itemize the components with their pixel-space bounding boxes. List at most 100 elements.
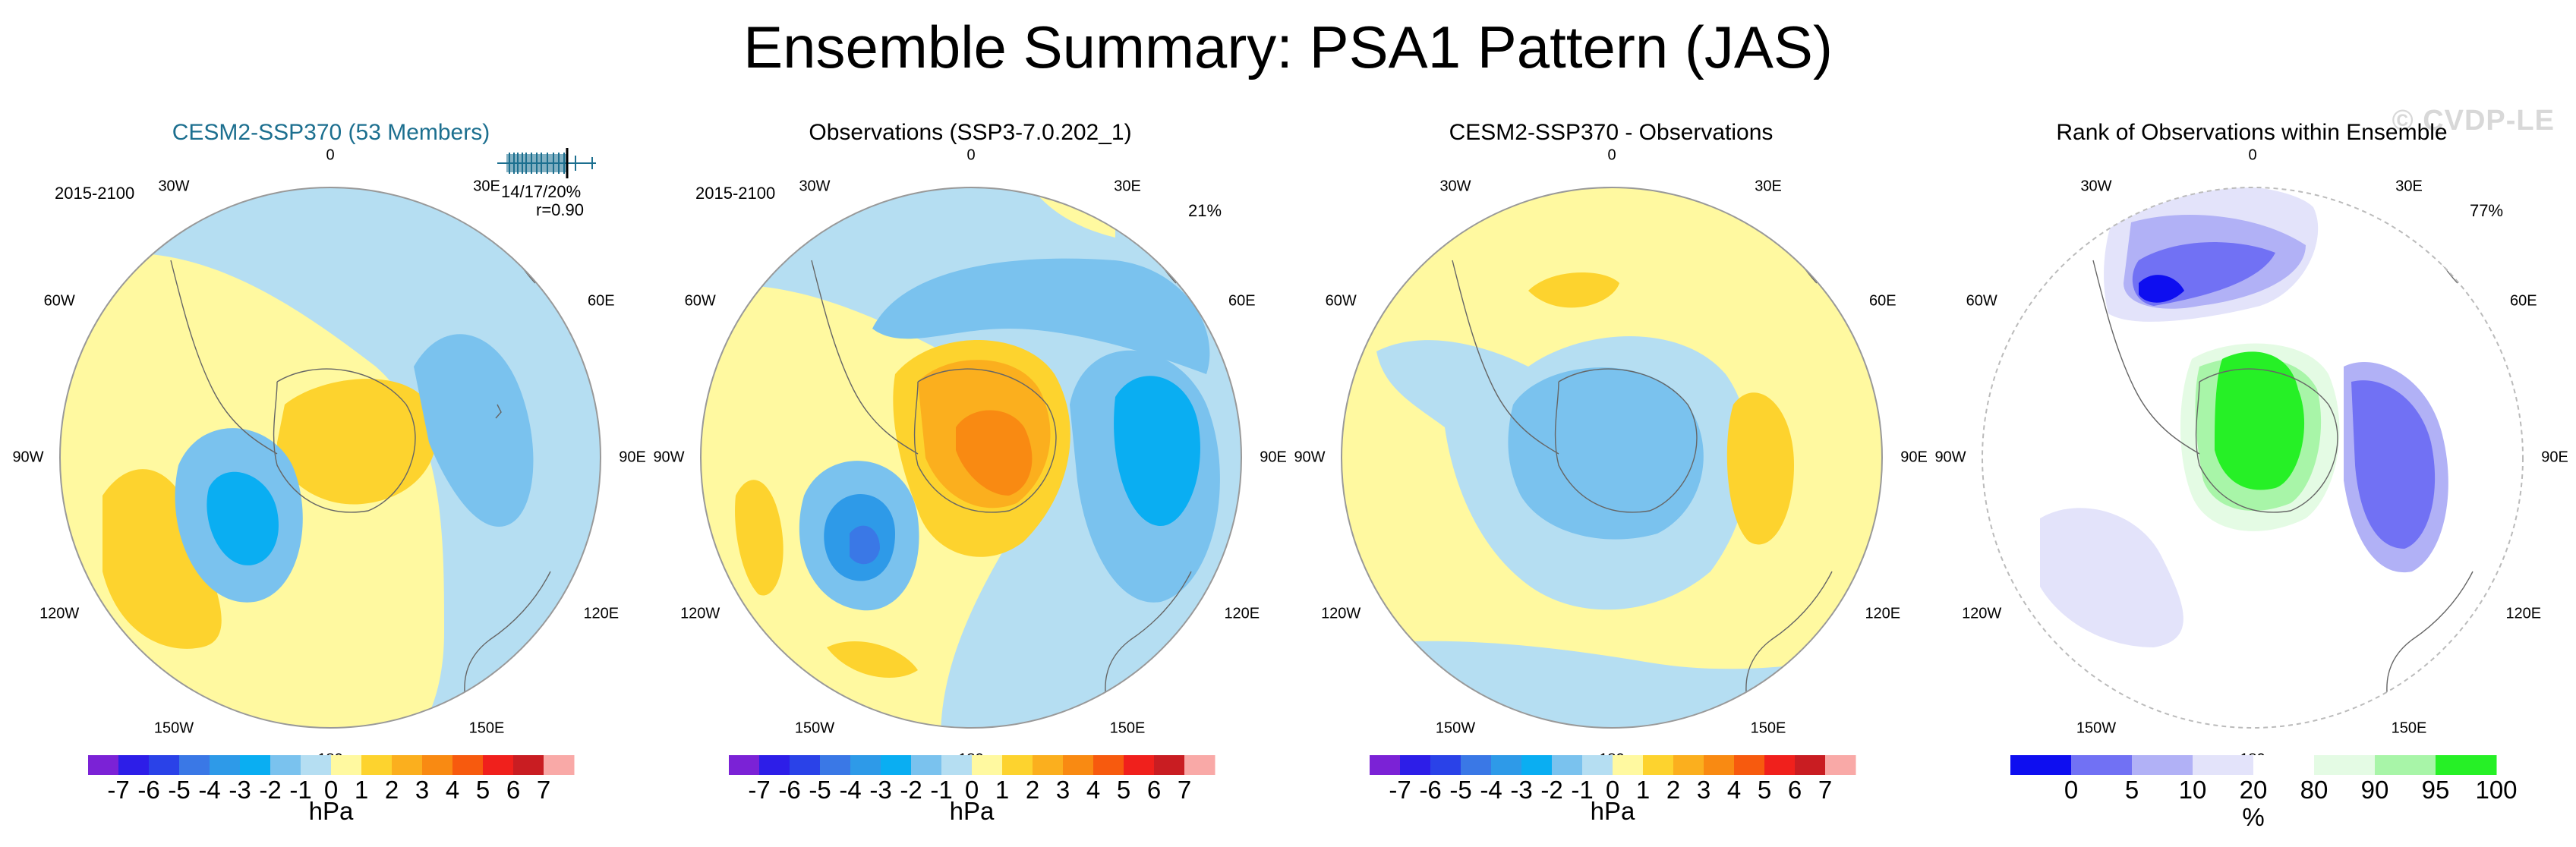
panel4-lon-label-w: 90W [1934, 449, 1966, 466]
panel3-colorbar-tick: -7 [1389, 776, 1411, 804]
panel3-lon-label-e: 90E [1900, 449, 1928, 466]
panel3-lon-label-nw30: 30W [1439, 178, 1471, 195]
panel2-period: 2015-2100 [695, 184, 776, 203]
panel4-lon-label-n: 0 [2248, 146, 2257, 164]
panel1-colorbar-swatch [301, 755, 332, 775]
panel4-lon-label-se120: 120E [2505, 605, 2542, 622]
panel1-colorbar-swatch [240, 755, 271, 775]
panel4-low-rank-north-core [2139, 275, 2184, 303]
panel2-percent: 21% [1188, 201, 1222, 220]
panel1-colorbar-swatch [331, 755, 362, 775]
panel3-colorbar-swatch [1491, 755, 1522, 775]
panel2-colorbar-tick: -5 [809, 776, 831, 804]
panel1-colorbar-swatch [544, 755, 575, 775]
panel3-colorbar-swatch [1825, 755, 1856, 775]
panel2-positive-west [735, 480, 784, 596]
panel3-colorbar-tick: -1 [1571, 776, 1594, 804]
panel3-negative-core [1508, 367, 1704, 540]
panel4-colorbar-swatch [2193, 755, 2254, 775]
panel3-colorbar-swatch [1552, 755, 1583, 775]
panel2-colorbar-swatch [972, 755, 1003, 775]
panel4-colorbar-swatch [2436, 755, 2497, 775]
panel2-lon-label-se150: 150E [1109, 719, 1146, 737]
panel4-colorbar-swatch [2253, 755, 2315, 775]
panel4-lon-label-ne30: 30E [2395, 178, 2423, 195]
panel3-colorbar-swatch [1430, 755, 1461, 775]
panel1-lon-label-nw30: 30W [158, 178, 190, 195]
panel2-colorbar-swatch [941, 755, 973, 775]
panel1-colorbar-tick: -6 [137, 776, 160, 804]
panel2-lon-label-nw60: 60W [684, 292, 716, 310]
panel3-colorbar-swatch [1704, 755, 1735, 775]
panel1-lon-label-sw120: 120W [39, 605, 80, 622]
panel2-colorbar-swatch [1184, 755, 1215, 775]
panel2-negative-north [872, 258, 1210, 374]
panel1-map [59, 187, 601, 729]
panel2-colorbar-tick: 5 [1116, 776, 1131, 804]
panel1-stats: 14/17/20% [501, 182, 582, 201]
panel3-colorbar-tick: 0 [1605, 776, 1620, 804]
panel4-colorbar-tick: 10 [2178, 776, 2207, 804]
panel4-colorbar [2010, 755, 2497, 775]
panel1-colorbar-tick: 0 [323, 776, 339, 804]
panel3-colorbar-swatch [1795, 755, 1826, 775]
panel2-colorbar-swatch [790, 755, 821, 775]
panel3-lon-label-nw60: 60W [1325, 292, 1357, 310]
panel2-colorbar [729, 755, 1215, 775]
panel1-lon-label-w: 90W [12, 449, 44, 466]
panel2-colorbar-unit: hPa [949, 797, 995, 825]
panel4-colorbar-tick: 0 [2064, 776, 2079, 804]
panel3-lon-label-ne30: 30E [1755, 178, 1782, 195]
panel2-title: Observations (SSP3-7.0.202_1) [809, 120, 1132, 145]
panel3-colorbar-tick: 2 [1666, 776, 1681, 804]
panel3-colorbar-tick: -2 [1540, 776, 1563, 804]
panel2-colorbar-tick: -7 [748, 776, 771, 804]
panel1-lon-label-sw150: 150W [153, 719, 194, 737]
panel4-low-rank-southwest [2040, 508, 2183, 647]
panel1-colorbar-tick: 4 [445, 776, 460, 804]
panel2-colorbar-swatch [1093, 755, 1124, 775]
panel2-lon-label-e: 90E [1260, 449, 1287, 466]
panel4-colorbar-swatch [2132, 755, 2193, 775]
panel4-colorbar-tick: 100 [2475, 776, 2518, 804]
panel2-colorbar-tick: -6 [778, 776, 801, 804]
panel2-colorbar-tick: -4 [839, 776, 862, 804]
panel2-colorbar-tick: -1 [930, 776, 953, 804]
panel3-colorbar-tick: -3 [1510, 776, 1533, 804]
panel2-colorbar-tick: 0 [964, 776, 979, 804]
panel2-colorbar-tick: 6 [1146, 776, 1162, 804]
panel3-lon-label-se120: 120E [1865, 605, 1901, 622]
panel1-colorbar-tick: 2 [384, 776, 399, 804]
panel2-negative-east-core [1114, 376, 1200, 526]
panel2-lon-label-n: 0 [966, 146, 976, 164]
panel1-colorbar-tick: -5 [168, 776, 191, 804]
panel2-colorbar-swatch [1033, 755, 1064, 775]
panel2-lon-label-ne30: 30E [1114, 178, 1141, 195]
panel4-colorbar-tick: 90 [2360, 776, 2389, 804]
panel4-percent: 77% [2470, 201, 2504, 220]
panel1-period: 2015-2100 [55, 184, 135, 203]
panel1-colorbar-tick: -3 [229, 776, 251, 804]
panel4-lon-label-nw60: 60W [1966, 292, 1997, 310]
panel1-colorbar-swatch [392, 755, 423, 775]
panel4-colorbar-tick: 80 [2300, 776, 2328, 804]
panel2-lon-label-w: 90W [653, 449, 685, 466]
panel3-colorbar-tick: 5 [1757, 776, 1772, 804]
panel1-negative-east [414, 334, 534, 527]
panel3-lon-label-sw150: 150W [1435, 719, 1476, 737]
panel1-lon-label-se150: 150E [468, 719, 505, 737]
panel1-colorbar-tick: -7 [107, 776, 130, 804]
panel1-colorbar-tick: 7 [536, 776, 551, 804]
panel1-corr: r=0.90 [536, 200, 584, 219]
panel4-lon-label-sw120: 120W [1962, 605, 2002, 622]
panel1-negative-core [207, 471, 279, 565]
panel2-colorbar-swatch [1124, 755, 1155, 775]
panel4-map [1982, 187, 2524, 729]
panel1-colorbar-tick: 6 [506, 776, 521, 804]
panel3-map [1341, 187, 1883, 729]
panel3-colorbar [1370, 755, 1856, 775]
panel2-colorbar-swatch [850, 755, 881, 775]
panel1-lon-label-e: 90E [619, 449, 646, 466]
panel2-lon-label-nw30: 30W [799, 178, 831, 195]
panel1-colorbar-swatch [149, 755, 180, 775]
